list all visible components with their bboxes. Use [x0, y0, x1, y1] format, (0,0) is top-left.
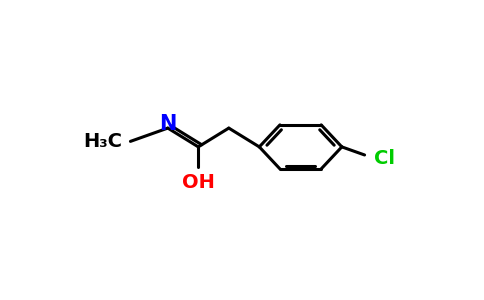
Text: OH: OH [182, 172, 215, 192]
Text: Cl: Cl [374, 149, 395, 168]
Text: N: N [159, 114, 177, 134]
Text: H₃C: H₃C [83, 132, 122, 151]
